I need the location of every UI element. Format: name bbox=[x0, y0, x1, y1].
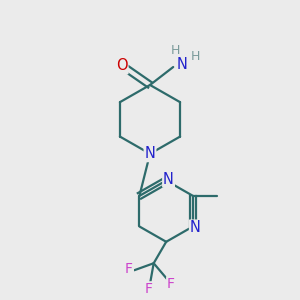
Text: F: F bbox=[167, 277, 175, 291]
Text: N: N bbox=[145, 146, 155, 161]
Text: N: N bbox=[177, 57, 188, 72]
Text: N: N bbox=[190, 220, 201, 236]
Text: F: F bbox=[125, 262, 133, 276]
Text: N: N bbox=[163, 172, 174, 187]
Text: O: O bbox=[116, 58, 127, 74]
Text: H: H bbox=[171, 44, 180, 58]
Text: F: F bbox=[145, 282, 153, 296]
Text: H: H bbox=[190, 50, 200, 63]
